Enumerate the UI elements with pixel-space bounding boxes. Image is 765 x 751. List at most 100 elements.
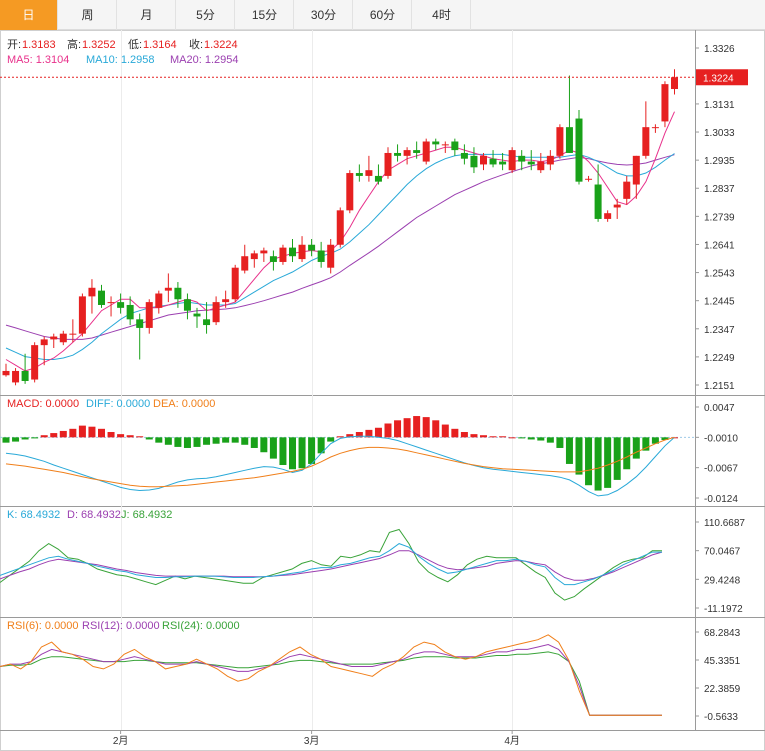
candle-body — [585, 178, 593, 180]
candle-body — [441, 144, 449, 146]
macd-histogram-bar — [40, 435, 48, 438]
candle — [203, 302, 211, 334]
ma5-legend: MA5: 1.3104 — [7, 54, 69, 66]
price-tick-label: 1.3033 — [704, 128, 735, 139]
candle-body — [136, 319, 144, 328]
macd-histogram-bar — [241, 437, 249, 445]
candle-body — [12, 370, 20, 383]
macd-histogram-bar — [260, 437, 268, 453]
candle — [518, 150, 526, 171]
candle-body — [470, 155, 478, 168]
candle-body — [422, 141, 430, 162]
candle — [174, 282, 182, 308]
candle — [565, 75, 573, 153]
tab-30min[interactable]: 30分 — [295, 0, 353, 30]
tab-week[interactable]: 周 — [59, 0, 117, 30]
candle-body — [88, 287, 96, 297]
candle — [269, 250, 277, 271]
candle — [365, 155, 373, 182]
candle — [355, 164, 363, 182]
candle — [2, 363, 10, 377]
macd-histogram-bar — [403, 418, 411, 438]
macd-histogram-bar — [12, 437, 20, 442]
open-label: 开: — [7, 39, 21, 51]
candle — [594, 164, 602, 222]
candle-body — [231, 267, 239, 300]
candle-body — [537, 161, 545, 171]
macd-histogram-bar — [222, 437, 230, 443]
macd-histogram-bar — [451, 428, 459, 438]
macd-histogram-bar — [499, 436, 507, 438]
candle — [556, 124, 564, 159]
tab-4hour[interactable]: 4时 — [413, 0, 471, 30]
macd-histogram-bar — [279, 437, 287, 466]
candle-body — [241, 256, 249, 271]
tab-day[interactable]: 日 — [0, 0, 58, 30]
macd-histogram-bar — [632, 437, 640, 459]
macd-histogram-bar — [155, 437, 163, 443]
price-tick-label: 1.2641 — [704, 240, 735, 251]
macd-histogram-bar — [585, 437, 593, 486]
tab-month[interactable]: 月 — [118, 0, 176, 30]
candle-body — [374, 175, 382, 182]
candle-body — [527, 161, 535, 165]
price-tick-label: 1.2739 — [704, 212, 735, 223]
macd-histogram-bar — [298, 437, 306, 469]
macd-histogram-bar — [78, 425, 86, 438]
candle — [298, 236, 306, 262]
rsi12-line — [0, 643, 662, 716]
candle — [98, 284, 105, 308]
candle-body — [174, 287, 182, 300]
candle-body — [193, 313, 201, 317]
price-tick-label: 1.2249 — [704, 353, 735, 364]
open-value: 1.3183 — [22, 39, 56, 51]
candle — [69, 319, 77, 343]
macd-histogram-bar — [422, 417, 430, 438]
macd-histogram-bar — [394, 420, 402, 438]
macd-histogram-bar — [441, 424, 449, 438]
candle-body — [203, 319, 211, 326]
candle — [136, 313, 144, 360]
candle-body — [78, 296, 86, 334]
candle — [40, 336, 48, 366]
candle-body — [384, 152, 392, 176]
candle — [661, 81, 669, 128]
candle-body — [155, 293, 163, 308]
macd-histogram-bar — [537, 437, 545, 441]
macd-histogram-bar — [203, 437, 211, 445]
rsi-tick-label: 68.2843 — [704, 628, 741, 639]
macd-histogram-bar — [98, 428, 105, 438]
ma10-line — [5, 153, 675, 360]
candle — [88, 279, 96, 314]
price-tick-label: 1.2151 — [704, 381, 735, 392]
candle — [642, 101, 650, 159]
tab-5min[interactable]: 5分 — [177, 0, 235, 30]
macd-histogram-bar — [174, 437, 182, 447]
macd-histogram-bar — [107, 432, 115, 438]
time-tick-label: 4月 — [504, 735, 520, 747]
candle-body — [594, 184, 602, 219]
candle — [308, 239, 316, 257]
tab-15min[interactable]: 15分 — [236, 0, 294, 30]
macd-histogram-bar — [69, 428, 77, 438]
macd-histogram-bar — [88, 426, 96, 438]
last-price-tag: 1.3224 — [703, 73, 734, 84]
macd-dea-line — [5, 436, 675, 488]
macd-histogram-bar — [651, 437, 659, 444]
candle-body — [279, 247, 287, 262]
close-value: 1.3224 — [204, 39, 238, 51]
macd-histogram-bar — [21, 437, 29, 440]
candle-body — [212, 302, 220, 323]
candle — [527, 150, 535, 171]
candle-body — [394, 152, 402, 156]
candle-body — [145, 302, 153, 328]
tab-60min[interactable]: 60分 — [354, 0, 412, 30]
candle — [384, 147, 392, 179]
low-value: 1.3164 — [143, 39, 177, 51]
candle-body — [565, 127, 573, 153]
candle — [374, 164, 382, 185]
candle-body — [126, 304, 134, 320]
macd-legend: MACD: 0.0000 — [7, 398, 79, 410]
candle-body — [107, 302, 115, 304]
rsi-tick-label: 22.3859 — [704, 684, 741, 695]
